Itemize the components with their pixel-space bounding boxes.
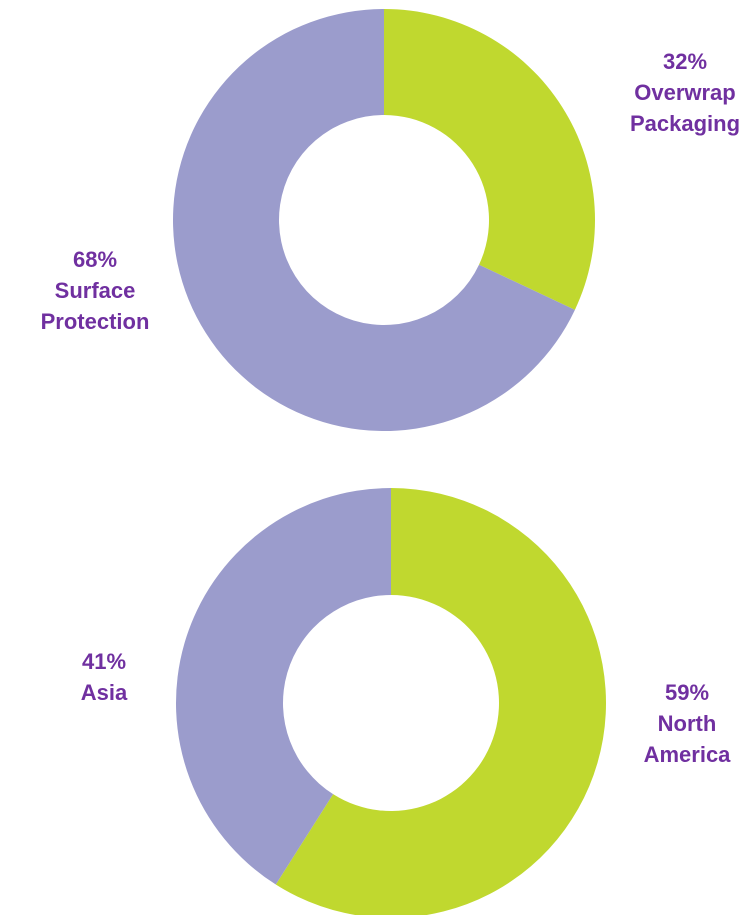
donut-segment <box>384 9 595 310</box>
segment-label: 32% Overwrap Packaging <box>630 46 740 139</box>
value-label: 68% <box>72 247 118 272</box>
segment-label: 68% Surface Protection <box>41 244 150 337</box>
segment-label: 41% Asia <box>81 646 127 708</box>
value-label: 41% <box>81 649 127 674</box>
value-label: 32% <box>662 49 708 74</box>
donut-segment <box>275 488 606 915</box>
category-label: Overwrap Packaging <box>629 80 741 136</box>
segment-label: 59% North America <box>644 677 731 770</box>
donut-segment <box>173 9 575 431</box>
category-label: Surface Protection <box>40 278 150 334</box>
donut-segment <box>176 488 391 885</box>
value-label: 59% <box>664 680 710 705</box>
category-label: Asia <box>80 680 128 705</box>
category-label: North America <box>643 711 731 767</box>
